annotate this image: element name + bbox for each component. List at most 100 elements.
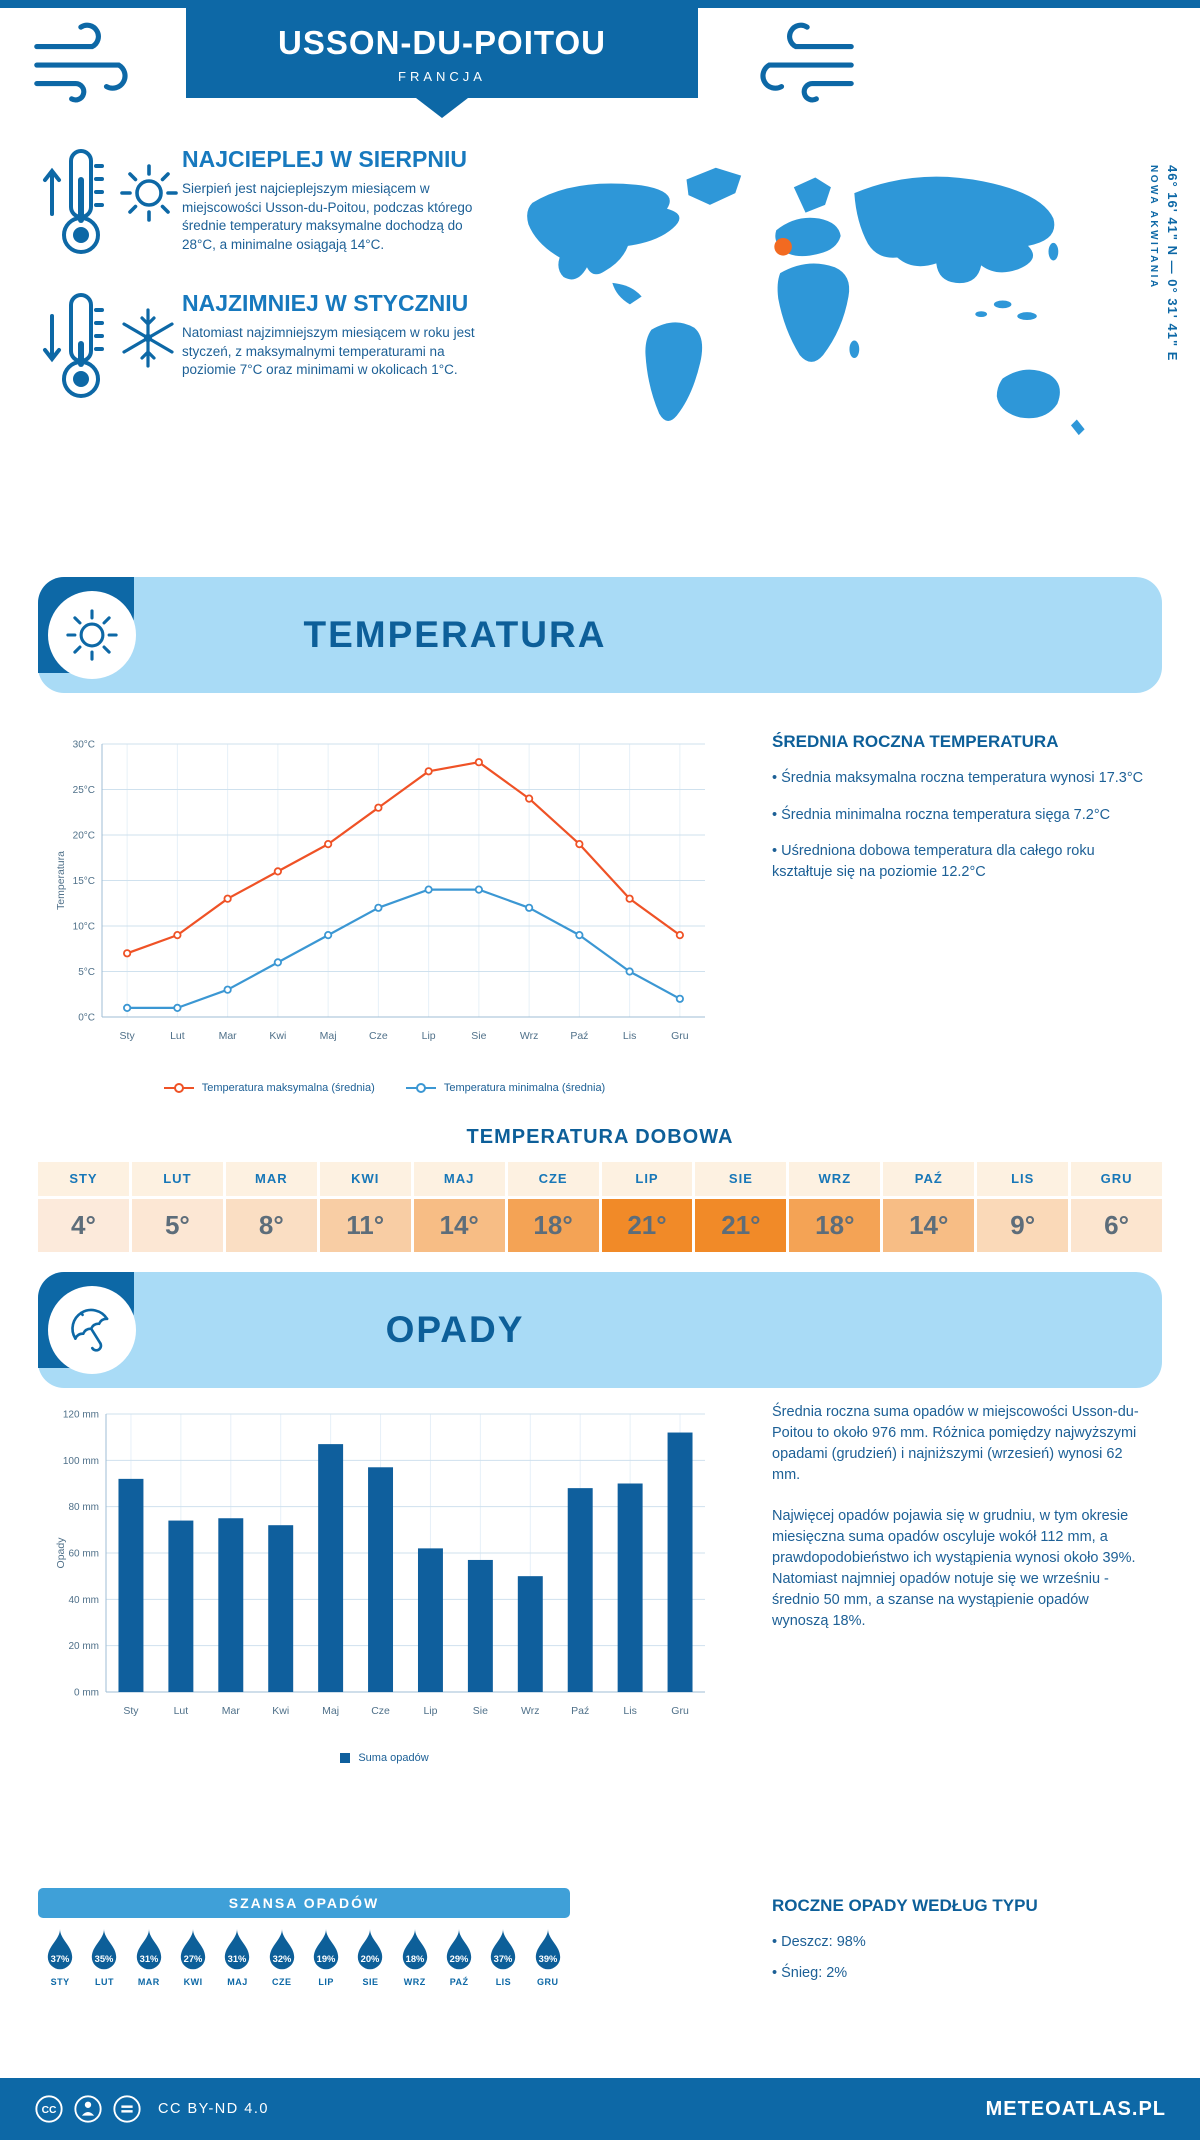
svg-text:Wrz: Wrz bbox=[520, 1030, 538, 1042]
thermometer-up-icon bbox=[43, 149, 104, 254]
daily-temp-value: 6° bbox=[1071, 1199, 1163, 1252]
svg-text:Kwi: Kwi bbox=[272, 1705, 289, 1717]
daily-temp-value: 14° bbox=[883, 1199, 975, 1252]
precipitation-paragraph-1: Średnia roczna suma opadów w miejscowośc… bbox=[772, 1404, 1139, 1484]
svg-text:29%: 29% bbox=[450, 1954, 469, 1964]
svg-text:Cze: Cze bbox=[371, 1705, 390, 1717]
rain-chance-item: 29% PAŹ bbox=[437, 1928, 481, 1987]
precipitation-section-banner: OPADY bbox=[38, 1272, 1162, 1388]
annual-temperature-panel: ŚREDNIA ROCZNA TEMPERATURA • Średnia mak… bbox=[772, 732, 1152, 898]
rain-chance-item: 27% KWI bbox=[171, 1928, 215, 1987]
temperature-section-title: TEMPERATURA bbox=[303, 614, 607, 655]
temperature-section-banner: TEMPERATURA bbox=[38, 577, 1162, 693]
svg-text:Maj: Maj bbox=[320, 1030, 337, 1042]
svg-text:Mar: Mar bbox=[222, 1705, 241, 1717]
daily-temp-column: PAŹ 14° bbox=[883, 1162, 975, 1252]
svg-text:10°C: 10°C bbox=[73, 922, 95, 933]
daily-temperature-table: STY 4° LUT 5° MAR 8° KWI 11° MAJ 14° CZE 18° LIP 21° S… bbox=[38, 1162, 1163, 1252]
daily-temp-column: LIS 9° bbox=[977, 1162, 1069, 1252]
daily-temperature-heading: TEMPERATURA DOBOWA bbox=[466, 1126, 734, 1148]
legend-min-label: Temperatura minimalna (średnia) bbox=[443, 1082, 606, 1094]
min-line-marker bbox=[405, 1087, 436, 1089]
sun-icon bbox=[120, 164, 178, 222]
rain-chance-month: MAR bbox=[137, 1977, 160, 1987]
raindrop-icon: 20% bbox=[358, 1928, 383, 1970]
raindrop-icon: 19% bbox=[313, 1928, 339, 1970]
annual-temp-bullet: • Średnia minimalna roczna temperatura s… bbox=[772, 806, 1111, 823]
daily-temp-month: GRU bbox=[1071, 1162, 1163, 1196]
svg-text:39%: 39% bbox=[538, 1954, 557, 1964]
svg-text:Sty: Sty bbox=[123, 1705, 139, 1717]
daily-temp-column: LIP 21° bbox=[601, 1162, 693, 1252]
raindrop-icon: 37% bbox=[47, 1928, 73, 1970]
rain-chance-month: PAŹ bbox=[449, 1977, 469, 1987]
map-coordinates-block: 46° 16' 41" N — 0° 31' 41" E NOWA AKWITA… bbox=[1148, 165, 1180, 485]
svg-text:Lip: Lip bbox=[423, 1705, 437, 1717]
title-banner: USSON-DU-POITOU FRANCJA bbox=[186, 8, 698, 98]
rain-chance-month: GRU bbox=[537, 1977, 559, 1987]
rain-chance-item: 19% LIP bbox=[304, 1928, 348, 1987]
daily-temp-month: PAŹ bbox=[883, 1162, 975, 1196]
rain-chance-item: 37% LIS bbox=[481, 1928, 525, 1987]
page-subtitle: FRANCJA bbox=[398, 69, 486, 84]
daily-temp-month: WRZ bbox=[789, 1162, 881, 1196]
rain-chance-item: 39% GRU bbox=[526, 1928, 570, 1987]
max-line-marker bbox=[163, 1087, 194, 1089]
banner-icon-circle bbox=[48, 591, 136, 679]
sun-icon bbox=[66, 609, 118, 661]
annual-precipitation-type-panel: ROCZNE OPADY WEDŁUG TYPU • Deszcz: 98% •… bbox=[772, 1896, 1144, 1993]
temperature-chart-legend: Temperatura maksymalna (średnia) Tempera… bbox=[52, 1080, 717, 1094]
daily-temp-value: 21° bbox=[601, 1199, 693, 1252]
svg-text:Cze: Cze bbox=[369, 1030, 388, 1042]
precipitation-paragraph-2: Najwięcej opadów pojawia się w grudniu, … bbox=[772, 1508, 1136, 1630]
site-name: METEOATLAS.PL bbox=[985, 2097, 1166, 2120]
svg-text:60 mm: 60 mm bbox=[68, 1549, 99, 1560]
raindrop-icon: 39% bbox=[535, 1928, 560, 1970]
no-derivatives-icon bbox=[113, 2095, 141, 2123]
daily-temp-month: SIE bbox=[695, 1162, 787, 1196]
daily-temp-column: MAR 8° bbox=[225, 1162, 317, 1252]
license-text: CC BY-ND 4.0 bbox=[158, 2101, 269, 2117]
svg-text:20°C: 20°C bbox=[73, 831, 95, 842]
svg-text:100 mm: 100 mm bbox=[63, 1456, 99, 1467]
warmest-month-heading: NAJCIEPLEJ W SIERPNIU bbox=[182, 146, 467, 172]
cc-icon: CC bbox=[35, 2095, 63, 2123]
svg-text:31%: 31% bbox=[228, 1954, 247, 1964]
rain-chance-item: 31% MAJ bbox=[215, 1928, 259, 1987]
snowflake-icon bbox=[122, 308, 174, 368]
daily-temp-column: WRZ 18° bbox=[789, 1162, 881, 1252]
raindrop-icon: 29% bbox=[446, 1928, 472, 1970]
svg-text:Temperatura: Temperatura bbox=[55, 851, 67, 910]
daily-temp-value: 18° bbox=[789, 1199, 881, 1252]
svg-text:Lis: Lis bbox=[623, 1030, 636, 1042]
rain-chance-item: 31% MAR bbox=[127, 1928, 171, 1987]
svg-text:Paź: Paź bbox=[571, 1705, 589, 1717]
daily-temp-value: 18° bbox=[507, 1199, 599, 1252]
coordinates-text: 46° 16' 41" N — 0° 31' 41" E bbox=[1165, 165, 1180, 362]
rain-chance-month: MAJ bbox=[227, 1977, 248, 1987]
rain-chance-item: 37% STY bbox=[38, 1928, 82, 1987]
bar-marker bbox=[340, 1753, 351, 1763]
svg-text:Wrz: Wrz bbox=[521, 1705, 539, 1717]
daily-temp-month: LIS bbox=[977, 1162, 1069, 1196]
precipitation-section-title: OPADY bbox=[385, 1309, 525, 1350]
legend-max-label: Temperatura maksymalna (średnia) bbox=[201, 1082, 375, 1094]
svg-text:32%: 32% bbox=[272, 1954, 291, 1964]
rain-chance-month: KWI bbox=[183, 1977, 203, 1987]
svg-text:120 mm: 120 mm bbox=[63, 1410, 99, 1421]
svg-text:Lip: Lip bbox=[422, 1030, 436, 1042]
svg-text:0°C: 0°C bbox=[78, 1013, 95, 1024]
daily-temp-column: MAJ 14° bbox=[413, 1162, 505, 1252]
rain-chance-month: WRZ bbox=[403, 1977, 426, 1987]
svg-text:Sie: Sie bbox=[473, 1705, 488, 1717]
rain-chance-item: 32% CZE bbox=[260, 1928, 304, 1987]
svg-text:80 mm: 80 mm bbox=[68, 1502, 99, 1513]
daily-temp-column: CZE 18° bbox=[507, 1162, 599, 1252]
daily-temp-value: 8° bbox=[225, 1199, 317, 1252]
svg-text:5°C: 5°C bbox=[78, 967, 95, 978]
daily-temp-column: GRU 6° bbox=[1071, 1162, 1163, 1252]
daily-temp-value: 14° bbox=[413, 1199, 505, 1252]
attribution-icon bbox=[74, 2095, 102, 2123]
precip-type-bullet: • Śnieg: 2% bbox=[772, 1964, 848, 1981]
